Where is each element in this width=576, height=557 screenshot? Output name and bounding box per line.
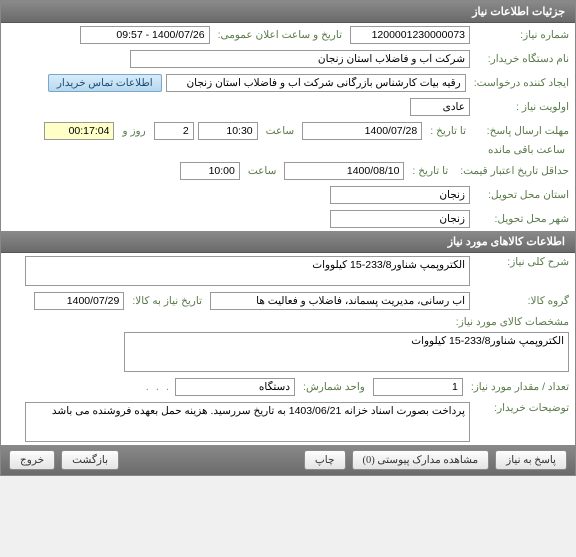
delivery-province-label: استان محل تحویل: xyxy=(474,189,569,201)
city-input[interactable] xyxy=(330,210,470,228)
item-date-input[interactable] xyxy=(34,292,124,310)
priority-input[interactable] xyxy=(410,98,470,116)
buyer-label: نام دستگاه خریدار: xyxy=(474,53,569,65)
creator-label: ایجاد کننده درخواست: xyxy=(470,77,569,89)
unit-input[interactable] xyxy=(175,378,295,396)
exit-button[interactable]: خروج xyxy=(9,450,55,470)
announce-input[interactable] xyxy=(80,26,210,44)
priority-label: اولویت نیاز : xyxy=(474,101,569,113)
need-number-label: شماره نیاز: xyxy=(474,29,569,41)
remaining-time-input[interactable] xyxy=(44,122,114,140)
time-label-2: ساعت xyxy=(244,165,281,177)
group-input[interactable] xyxy=(210,292,470,310)
until-label-2: تا تاریخ : xyxy=(408,165,452,177)
delivery-city-label: شهر محل تحویل: xyxy=(474,213,569,225)
time-label-1: ساعت xyxy=(262,125,299,137)
need-info-header: جزئیات اطلاعات نیاز xyxy=(1,1,575,23)
ellipsis-icon: . . . xyxy=(146,381,171,393)
item-title-input[interactable] xyxy=(25,256,470,286)
price-valid-label: حداقل تاریخ اعتبار قیمت: xyxy=(456,165,569,178)
days-input[interactable] xyxy=(154,122,194,140)
qty-input[interactable] xyxy=(373,378,463,396)
announce-label: تاریخ و ساعت اعلان عمومی: xyxy=(214,29,346,41)
item-title-label: شرح کلی نیاز: xyxy=(474,256,569,268)
qty-label: تعداد / مقدار مورد نیاز: xyxy=(467,381,569,393)
spec-input[interactable] xyxy=(124,332,569,372)
remaining-label: ساعت باقی مانده xyxy=(484,144,569,156)
details-panel: جزئیات اطلاعات نیاز شماره نیاز: تاریخ و … xyxy=(0,0,576,476)
buyer-notes-input[interactable] xyxy=(25,402,470,442)
price-valid-time-input[interactable] xyxy=(180,162,240,180)
until-label-1: تا تاریخ : xyxy=(426,125,470,137)
province-input[interactable] xyxy=(330,186,470,204)
deadline-date-input[interactable] xyxy=(302,122,422,140)
item-date-label: تاریخ نیاز به کالا: xyxy=(128,295,206,307)
group-label: گروه کالا: xyxy=(474,295,569,307)
need-number-input[interactable] xyxy=(350,26,470,44)
reply-button[interactable]: پاسخ به نیاز xyxy=(495,450,567,470)
attachments-button[interactable]: مشاهده مدارک پیوستی (0) xyxy=(352,450,490,470)
creator-input[interactable] xyxy=(166,74,466,92)
print-button[interactable]: چاپ xyxy=(304,450,346,470)
action-bar: پاسخ به نیاز مشاهده مدارک پیوستی (0) چاپ… xyxy=(1,445,575,475)
unit-label: واحد شمارش: xyxy=(299,381,369,393)
back-button[interactable]: بازگشت xyxy=(61,450,119,470)
deadline-time-input[interactable] xyxy=(198,122,258,140)
buyer-notes-label: توضیحات خریدار: xyxy=(474,402,569,414)
days-label: روز و xyxy=(118,125,149,137)
buyer-input[interactable] xyxy=(130,50,470,68)
buyer-contact-button[interactable]: اطلاعات تماس خریدار xyxy=(48,74,162,92)
spec-label: مشخصات کالای مورد نیاز: xyxy=(452,316,569,328)
price-valid-date-input[interactable] xyxy=(284,162,404,180)
deadline-label: مهلت ارسال پاسخ: xyxy=(474,125,569,137)
goods-info-header: اطلاعات کالاهای مورد نیاز xyxy=(1,231,575,253)
